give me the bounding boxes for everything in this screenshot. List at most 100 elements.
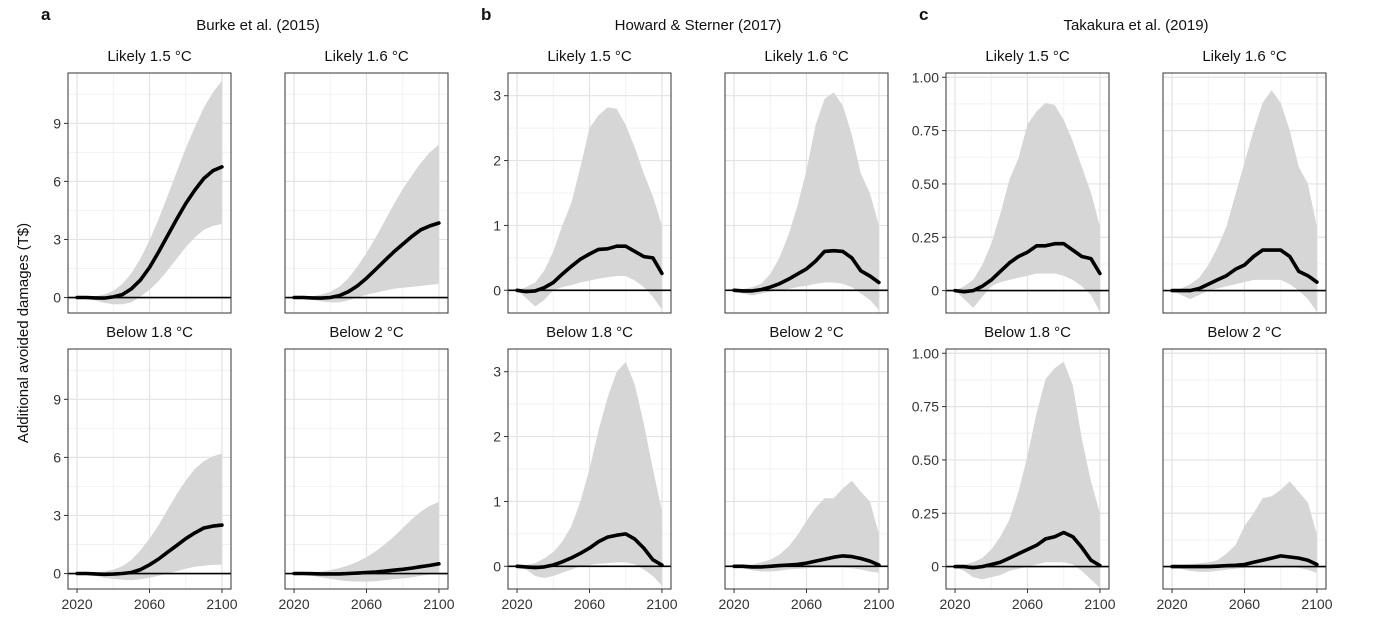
median-line bbox=[732, 554, 881, 569]
plot-area bbox=[508, 362, 671, 586]
facet-title: Below 2 °C bbox=[1207, 324, 1282, 341]
uncertainty-band bbox=[1172, 481, 1317, 573]
y-tick-label: 1.00 bbox=[912, 345, 939, 361]
x-tick-label: 2020 bbox=[1156, 596, 1187, 612]
plot-area bbox=[285, 144, 448, 303]
facet-panel: Below 2 °C 2020 2060 2100 bbox=[718, 324, 894, 612]
y-tick-label: 2 bbox=[493, 429, 501, 445]
plot-area bbox=[725, 92, 888, 310]
facet-panel: Likely 1.5 °C 0 0.25 0.50 0.75 1.00 bbox=[912, 48, 1110, 314]
x-tick-label: 2100 bbox=[646, 596, 677, 612]
x-tick-label: 2060 bbox=[791, 596, 822, 612]
plot-area bbox=[725, 480, 888, 573]
x-tick-label: 2060 bbox=[1012, 596, 1043, 612]
facet-panel: Below 1.8 °C 0 0.25 0.50 0.75 1.00 2020 2060 210… bbox=[912, 324, 1116, 612]
median-line bbox=[292, 221, 441, 300]
y-tick-label: 1 bbox=[493, 217, 501, 233]
facet-title: Likely 1.6 °C bbox=[324, 48, 409, 65]
x-tick-label: 2100 bbox=[863, 596, 894, 612]
group-title: Burke et al. (2015) bbox=[196, 17, 319, 34]
facet-panel: Below 2 °C 2020 2060 2100 bbox=[278, 324, 454, 612]
facet-panel: Likely 1.6 °C bbox=[1162, 48, 1327, 314]
facet-title: Below 1.8 °C bbox=[106, 324, 193, 341]
x-tick-label: 2100 bbox=[206, 596, 237, 612]
y-tick-label: 1.00 bbox=[912, 69, 939, 85]
y-tick-label: 0.50 bbox=[912, 452, 939, 468]
y-tick-label: 0 bbox=[931, 283, 939, 299]
y-tick-label: 9 bbox=[53, 115, 61, 131]
y-tick-label: 0.50 bbox=[912, 176, 939, 192]
panel-frame bbox=[284, 72, 449, 314]
y-tick-label: 3 bbox=[493, 364, 501, 380]
facet-panel: Likely 1.5 °C 0 1 2 3 bbox=[493, 48, 672, 314]
facet-panel: Below 1.8 °C 0 1 2 3 2020 2060 2100 bbox=[493, 324, 678, 612]
panel-frame bbox=[1162, 72, 1327, 314]
median-line bbox=[75, 165, 224, 300]
plot-area bbox=[68, 80, 231, 305]
facet-title: Likely 1.5 °C bbox=[985, 48, 1070, 65]
uncertainty-band bbox=[517, 362, 662, 586]
chart-group-b: b Howard & Sterner (2017) Likely 1.5 °C 0 1 2… bbox=[481, 5, 895, 612]
group-title: Howard & Sterner (2017) bbox=[615, 17, 782, 34]
y-tick-label: 0 bbox=[931, 559, 939, 575]
y-tick-label: 0.75 bbox=[912, 399, 939, 415]
y-tick-label: 0 bbox=[493, 558, 501, 574]
y-tick-label: 0.75 bbox=[912, 123, 939, 139]
facet-title: Below 1.8 °C bbox=[546, 324, 633, 341]
plot-area bbox=[946, 102, 1109, 312]
facet-panel: Likely 1.6 °C bbox=[284, 48, 449, 314]
plot-area bbox=[1163, 481, 1326, 573]
panel-frame bbox=[507, 72, 672, 314]
y-tick-label: 3 bbox=[53, 507, 61, 523]
uncertainty-band bbox=[734, 480, 879, 573]
y-axis-label: Additional avoided damages (T$) bbox=[15, 223, 32, 443]
y-tick-label: 1 bbox=[493, 493, 501, 509]
x-tick-label: 2060 bbox=[1229, 596, 1260, 612]
uncertainty-band bbox=[1172, 90, 1317, 312]
y-tick-label: 0 bbox=[493, 282, 501, 298]
y-tick-label: 2 bbox=[493, 153, 501, 169]
x-tick-label: 2100 bbox=[423, 596, 454, 612]
plot-area bbox=[946, 361, 1109, 588]
median-line bbox=[515, 532, 664, 570]
x-tick-label: 2060 bbox=[574, 596, 605, 612]
plot-area bbox=[1163, 90, 1326, 312]
panel-frame bbox=[67, 72, 232, 314]
facet-panel: Likely 1.6 °C bbox=[724, 48, 889, 314]
facet-title: Likely 1.5 °C bbox=[107, 48, 192, 65]
uncertainty-band bbox=[517, 107, 662, 310]
median-line bbox=[1170, 554, 1319, 569]
uncertainty-band bbox=[294, 144, 439, 303]
x-tick-label: 2100 bbox=[1084, 596, 1115, 612]
facet-title: Likely 1.6 °C bbox=[764, 48, 849, 65]
facet-title: Likely 1.5 °C bbox=[547, 48, 632, 65]
facet-title: Below 2 °C bbox=[329, 324, 404, 341]
x-tick-label: 2020 bbox=[61, 596, 92, 612]
median-line bbox=[953, 241, 1102, 294]
median-line bbox=[75, 523, 224, 577]
y-tick-label: 0.25 bbox=[912, 229, 939, 245]
x-tick-label: 2060 bbox=[134, 596, 165, 612]
facet-title: Likely 1.6 °C bbox=[1202, 48, 1287, 65]
median-line bbox=[953, 530, 1102, 570]
plot-area bbox=[68, 453, 231, 581]
x-tick-label: 2100 bbox=[1301, 596, 1332, 612]
plot-area bbox=[508, 107, 671, 310]
x-tick-label: 2060 bbox=[351, 596, 382, 612]
x-tick-label: 2020 bbox=[718, 596, 749, 612]
median-line bbox=[515, 244, 664, 294]
uncertainty-band bbox=[955, 102, 1100, 312]
facet-panel: Likely 1.5 °C 0 3 6 9 bbox=[53, 48, 232, 314]
median-line bbox=[732, 248, 881, 293]
y-tick-label: 0.25 bbox=[912, 505, 939, 521]
facet-panel: Below 2 °C 2020 2060 2100 bbox=[1156, 324, 1332, 612]
facet-title: Below 1.8 °C bbox=[984, 324, 1071, 341]
y-tick-label: 9 bbox=[53, 391, 61, 407]
x-tick-label: 2020 bbox=[501, 596, 532, 612]
y-tick-label: 6 bbox=[53, 449, 61, 465]
uncertainty-band bbox=[77, 453, 222, 581]
facet-panel: Below 1.8 °C 0 3 6 9 2020 2060 2100 bbox=[53, 324, 238, 612]
chart-group-c: c Takakura et al. (2019) Likely 1.5 °C 0 0.2… bbox=[912, 5, 1333, 612]
